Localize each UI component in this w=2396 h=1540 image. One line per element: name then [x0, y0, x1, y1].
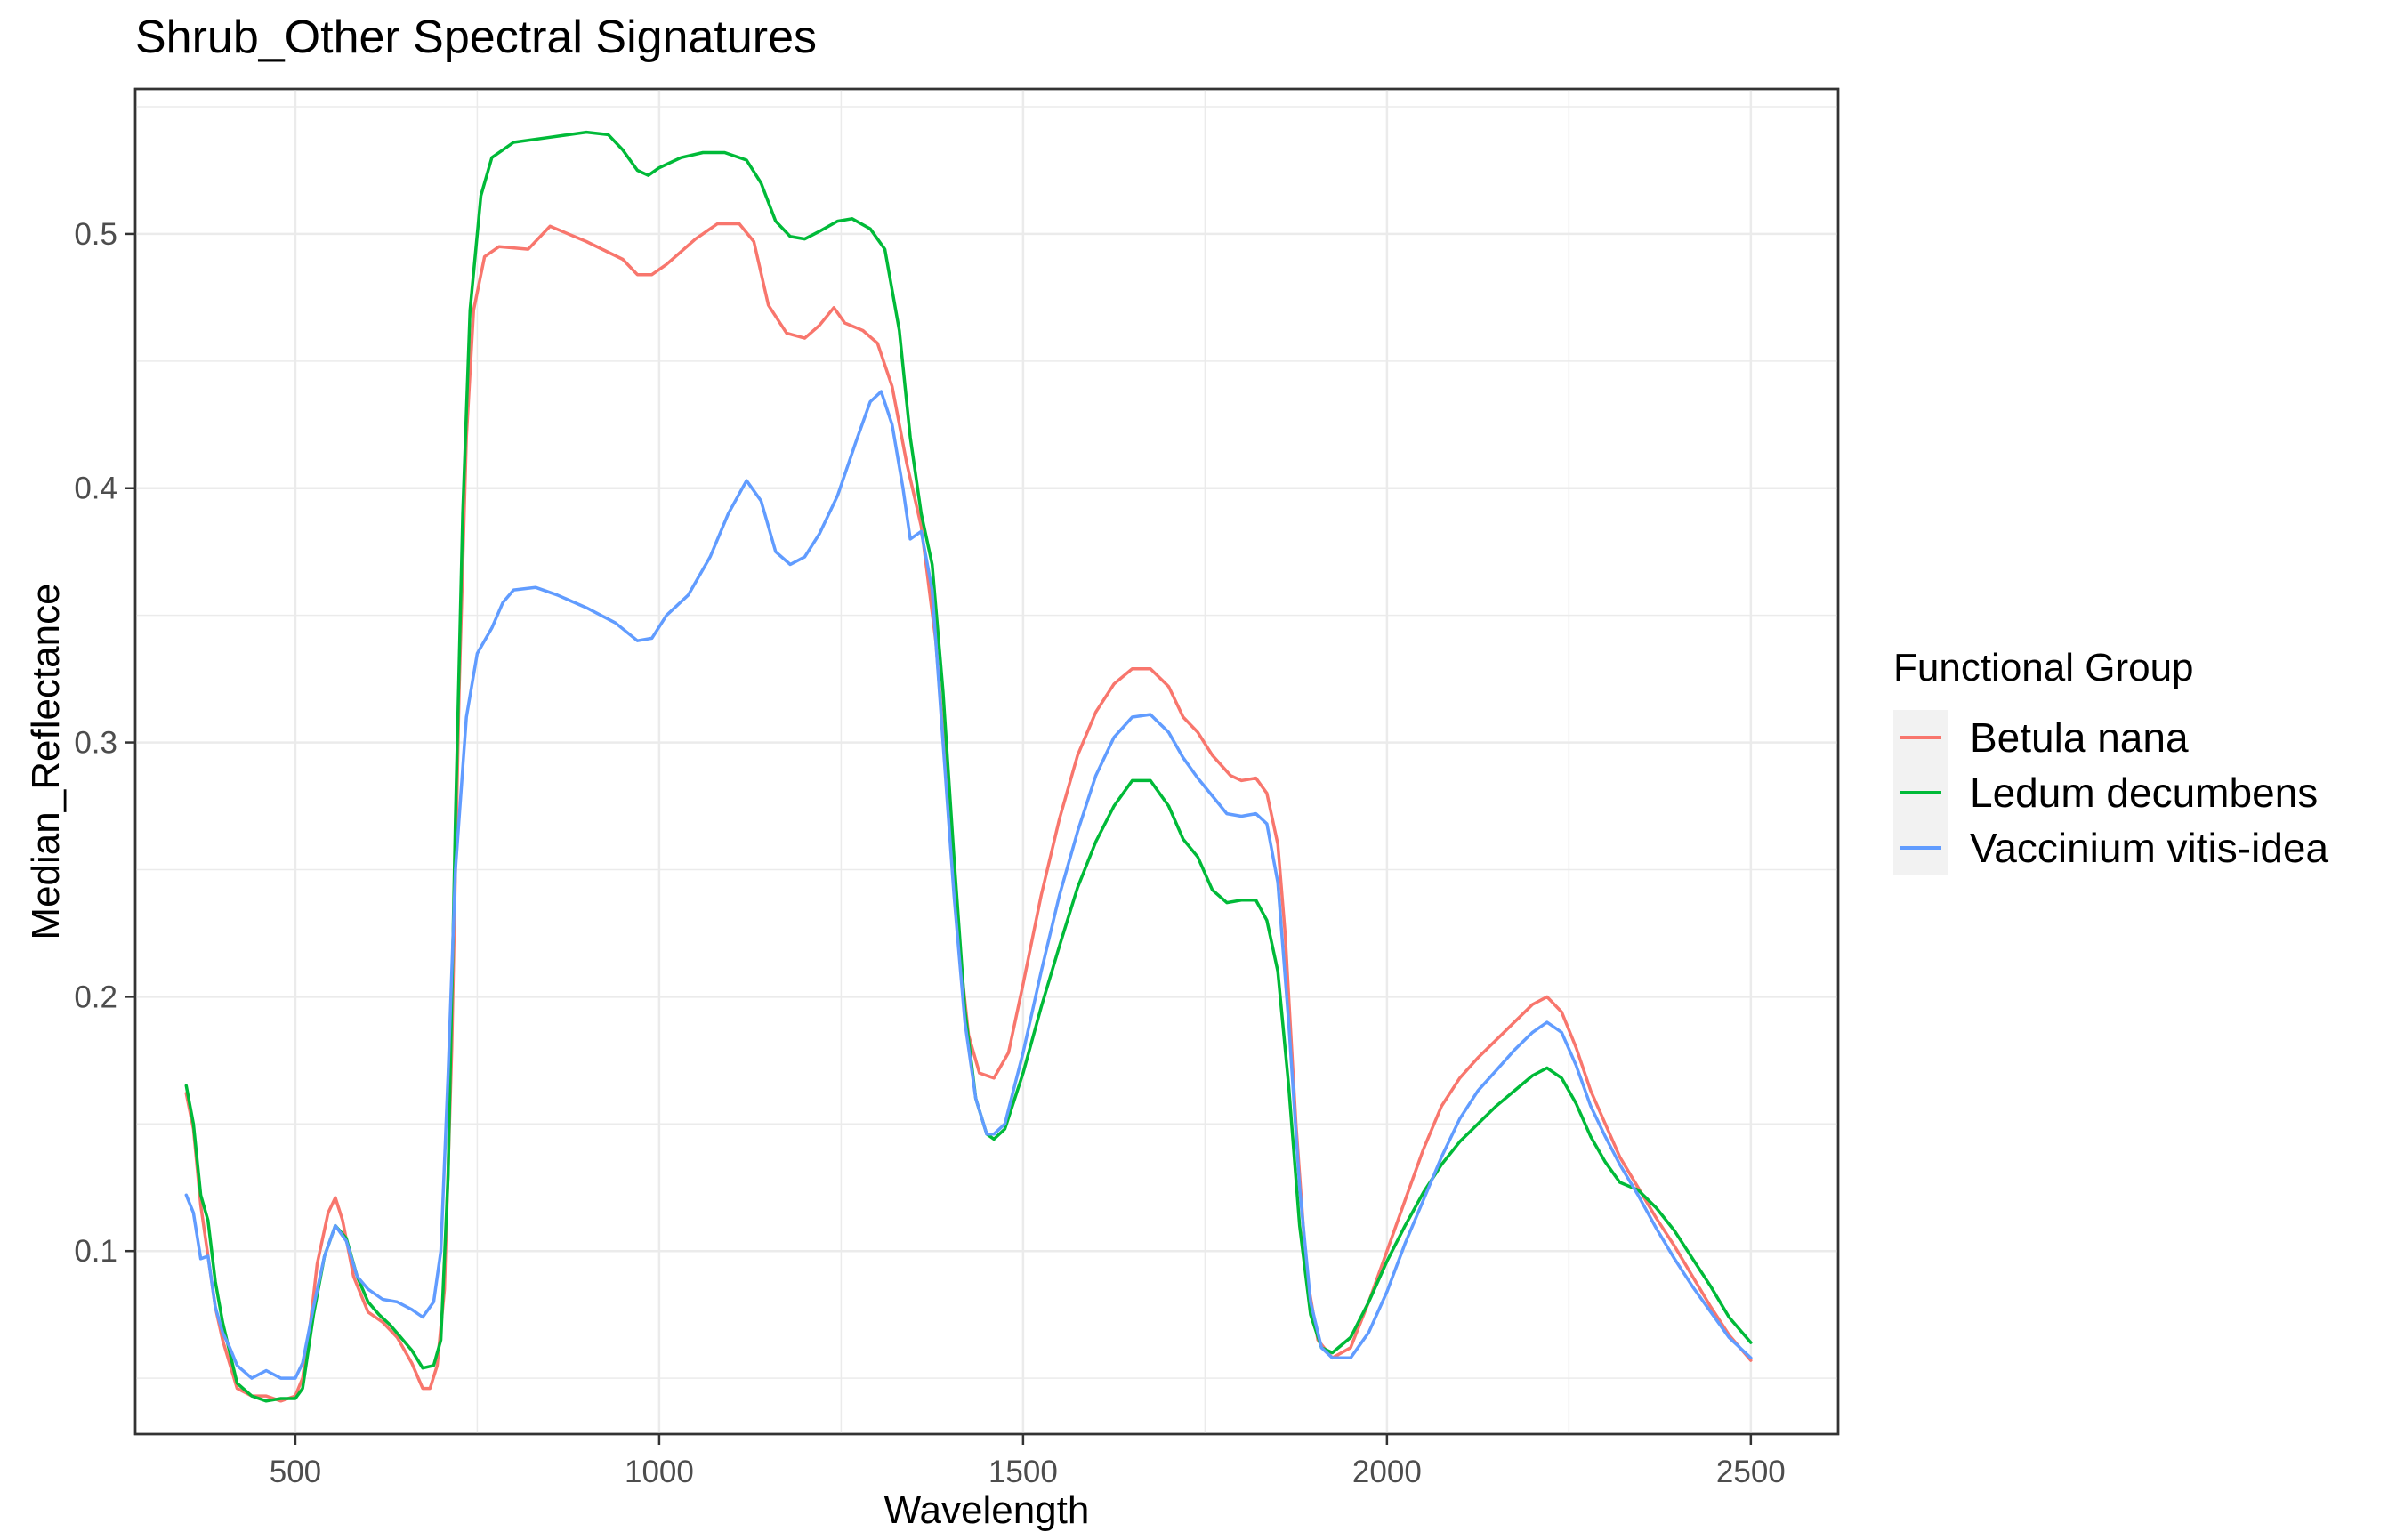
y-tick-label: 0.5: [74, 217, 117, 252]
grid-lines: [135, 89, 1838, 1434]
series-line-betula-nana: [184, 222, 1753, 1403]
legend-item-vaccinium-vitis-idea: Vaccinium vitis-idea: [1893, 820, 2328, 875]
legend-label: Betula nana: [1970, 714, 2189, 761]
x-tick-label: 2000: [1352, 1455, 1422, 1489]
legend-item-betula-nana: Betula nana: [1893, 710, 2328, 765]
legend-key: [1893, 710, 1948, 765]
legend-key: [1893, 765, 1948, 820]
plot-panel: [133, 87, 1840, 1436]
legend-swatch-ledum-decumbens: [1900, 791, 1941, 794]
legend-item-ledum-decumbens: Ledum decumbens: [1893, 765, 2328, 820]
legend: Functional Group Betula nana Ledum decum…: [1893, 646, 2328, 875]
x-axis-title: Wavelength: [884, 1488, 1090, 1532]
x-tick-label: 1500: [988, 1455, 1058, 1489]
y-tick-label: 0.3: [74, 726, 117, 761]
series-line-ledum-decumbens: [184, 130, 1753, 1403]
y-tick-label: 0.2: [74, 980, 117, 1014]
y-tick-label: 0.1: [74, 1234, 117, 1269]
legend-label: Ledum decumbens: [1970, 770, 2319, 816]
x-tick-label: 2500: [1716, 1455, 1786, 1489]
series-lines: [184, 130, 1753, 1403]
series-line-vaccinium-vitis-idea: [184, 390, 1753, 1380]
y-tick-label: 0.4: [74, 472, 117, 506]
chart-title: Shrub_Other Spectral Signatures: [135, 12, 817, 63]
axes: 500 1000 1500 2000 2500 0.1 0.2 0.3 0.4 0.5: [74, 217, 1785, 1489]
legend-title: Functional Group: [1893, 646, 2194, 689]
y-axis-title: Median_Reflectance: [24, 583, 68, 939]
x-tick-label: 500: [270, 1455, 321, 1489]
legend-swatch-betula-nana: [1900, 736, 1941, 739]
legend-key: [1893, 820, 1948, 875]
legend-label: Vaccinium vitis-idea: [1970, 825, 2329, 871]
x-tick-label: 1000: [625, 1455, 694, 1489]
plot-panel-border: [133, 87, 1840, 1436]
legend-swatch-vaccinium-vitis-idea: [1900, 846, 1941, 850]
